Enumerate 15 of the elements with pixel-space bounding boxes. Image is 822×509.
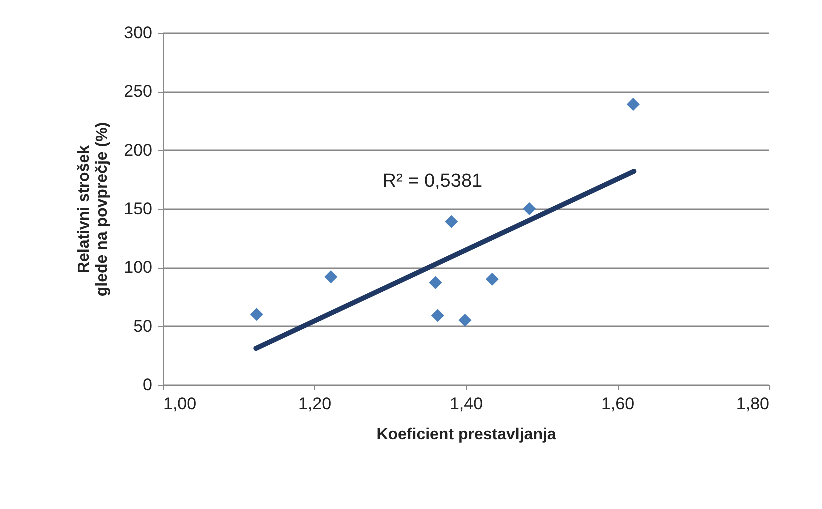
x-tick-label: 1,00 bbox=[164, 394, 197, 414]
y-tick-label: 200 bbox=[124, 140, 152, 160]
y-tick-label: 0 bbox=[143, 376, 152, 394]
x-tick-label: 1,60 bbox=[601, 394, 635, 414]
y-tick-label: 300 bbox=[124, 24, 152, 42]
y-axis-title: Relativni strošek glede na povprečje (%) bbox=[76, 122, 112, 297]
y-tick-label: 100 bbox=[124, 258, 152, 278]
x-tick-label: 1,20 bbox=[298, 394, 332, 414]
y-tick-label: 150 bbox=[124, 200, 152, 218]
x-tick-label: 1,80 bbox=[736, 394, 770, 414]
annotation: R² = 0,5381 bbox=[382, 170, 483, 192]
y-tick-label: 50 bbox=[134, 316, 152, 336]
x-tick-label: 1,40 bbox=[450, 394, 484, 414]
x-axis-title: Koeficient prestavljanja bbox=[376, 426, 556, 444]
y-tick-label: 250 bbox=[124, 82, 152, 102]
